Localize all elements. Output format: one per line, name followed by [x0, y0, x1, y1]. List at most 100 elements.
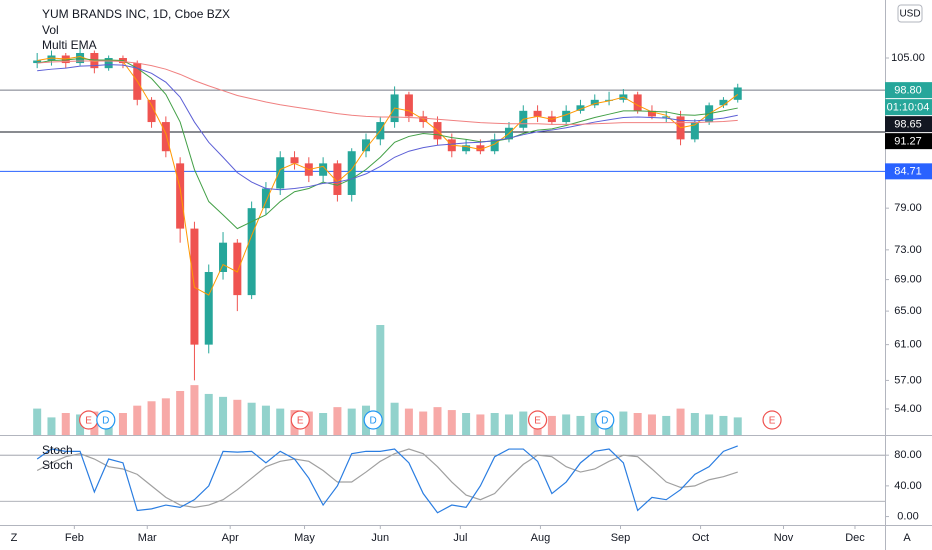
candle-body [204, 271, 213, 345]
chart-title: YUM BRANDS INC, 1D, Cboe BZX [42, 7, 230, 21]
price-label-box [885, 116, 932, 133]
y-tick-label: 54.00 [894, 403, 922, 415]
volume-bar [276, 408, 285, 435]
candle-body [633, 94, 642, 111]
price-label: 98.80 [894, 85, 922, 97]
volume-bar [118, 413, 127, 435]
event-label: D [370, 416, 377, 427]
x-tick-label: Oct [692, 532, 709, 544]
x-tick-label: Jun [371, 532, 389, 544]
candle-body [290, 157, 299, 164]
volume-bar [376, 325, 385, 435]
event-marker [363, 410, 383, 430]
ema-line [37, 55, 739, 296]
event-label: E [534, 416, 541, 427]
volume-bar [347, 408, 356, 435]
toolbar-button[interactable]: Z [11, 532, 18, 544]
candle-body [662, 116, 671, 118]
y-tick-label: 65.00 [894, 305, 922, 317]
volume-bar [333, 407, 342, 435]
event-label: E [85, 416, 92, 427]
volume-bar [433, 407, 442, 435]
y-tick-label: 80.00 [894, 449, 922, 461]
candle-body [33, 60, 42, 64]
candle-body [276, 157, 285, 189]
event-label: E [769, 416, 776, 427]
candle-body [261, 188, 270, 209]
event-label: D [102, 416, 109, 427]
price-label-box [885, 133, 932, 150]
volume-bar [419, 411, 428, 435]
y-tick-label: 61.00 [894, 339, 922, 351]
candle-body [219, 242, 228, 272]
volume-bar [576, 415, 585, 435]
x-tick-label: Mar [138, 532, 157, 544]
volume-bar [733, 417, 742, 435]
ema-line [37, 60, 738, 125]
candle-body [247, 208, 256, 296]
currency-box[interactable] [897, 4, 923, 23]
countdown-box [885, 99, 932, 116]
volume-bar [76, 414, 85, 435]
countdown: 01:10:04 [887, 102, 930, 114]
currency: USD [899, 9, 920, 20]
candle-body [647, 110, 656, 117]
candle-body [490, 139, 499, 152]
candle-body [533, 110, 542, 117]
volume-legend: Vol [42, 23, 59, 37]
volume-bar [462, 413, 471, 435]
volume-bar [519, 411, 528, 435]
event-marker [290, 410, 310, 430]
candle-body [362, 139, 371, 152]
volume-bar [161, 398, 170, 435]
volume-bar [147, 401, 156, 435]
y-tick-label: 105.00 [891, 52, 925, 64]
volume-bar [204, 393, 213, 435]
event-marker [527, 410, 548, 430]
volume-bar [476, 414, 485, 435]
volume-bar [447, 410, 456, 435]
stoch-legend: Stoch [42, 458, 73, 472]
candle-body [233, 242, 242, 296]
x-tick-label: Sep [611, 532, 631, 544]
candle-body [319, 163, 328, 176]
event-label: E [297, 416, 304, 427]
candle-body [333, 163, 342, 195]
volume-bar [404, 408, 413, 435]
y-tick-label: 79.00 [894, 202, 922, 214]
price-label-box [885, 82, 932, 99]
y-tick-label: 73.00 [894, 244, 922, 256]
volume-bar [319, 413, 328, 435]
volume-bar [619, 411, 628, 435]
price-label-box [885, 163, 932, 180]
candle-body [576, 105, 585, 111]
stoch-line [36, 448, 738, 508]
y-tick-label: 0.00 [897, 510, 918, 522]
candle-body [605, 99, 614, 101]
volume-bar [676, 408, 685, 435]
x-tick-label: Jul [453, 532, 467, 544]
candle-body [690, 122, 699, 140]
x-tick-label: Aug [531, 532, 551, 544]
volume-bar [504, 414, 513, 435]
price-label: 84.71 [894, 166, 922, 178]
volume-bar [176, 391, 185, 435]
volume-bar [662, 415, 671, 435]
volume-bar [562, 414, 571, 435]
event-marker [96, 410, 116, 430]
y-tick-label: 40.00 [894, 480, 922, 492]
toolbar-button[interactable]: A [903, 532, 911, 544]
candle-body [404, 94, 413, 117]
candle-body [462, 145, 471, 152]
volume-bar [33, 408, 42, 435]
x-tick-label: Dec [845, 532, 865, 544]
ema-line [37, 58, 738, 230]
x-tick-label: May [294, 532, 315, 544]
volume-bar [690, 413, 699, 435]
volume-bar [133, 405, 142, 435]
x-tick-label: Feb [65, 532, 84, 544]
candle-body [176, 163, 185, 229]
